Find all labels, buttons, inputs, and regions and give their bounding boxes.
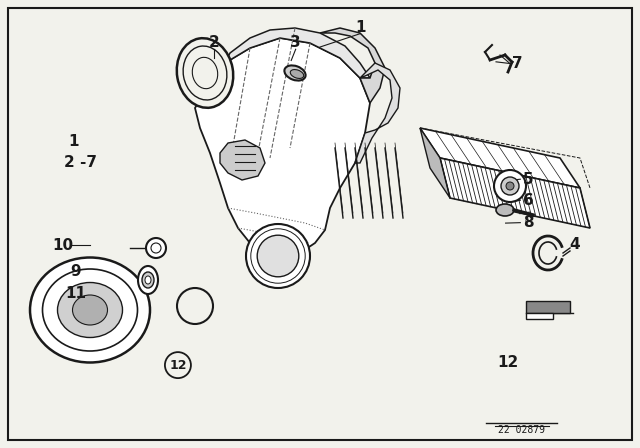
Polygon shape bbox=[526, 313, 553, 319]
Ellipse shape bbox=[138, 266, 158, 294]
Text: 10: 10 bbox=[52, 237, 74, 253]
Polygon shape bbox=[225, 28, 370, 78]
Ellipse shape bbox=[42, 269, 138, 351]
Text: 12: 12 bbox=[497, 355, 518, 370]
Polygon shape bbox=[195, 38, 370, 256]
Circle shape bbox=[146, 238, 166, 258]
Ellipse shape bbox=[291, 69, 304, 78]
Polygon shape bbox=[420, 128, 580, 188]
Ellipse shape bbox=[58, 283, 122, 337]
Ellipse shape bbox=[183, 46, 227, 100]
Text: 1: 1 bbox=[355, 20, 365, 35]
Text: 6: 6 bbox=[523, 193, 533, 208]
Text: 7: 7 bbox=[512, 56, 522, 71]
Polygon shape bbox=[526, 301, 570, 313]
Text: 4: 4 bbox=[570, 237, 580, 252]
Text: 2: 2 bbox=[209, 35, 220, 50]
Ellipse shape bbox=[30, 258, 150, 362]
Ellipse shape bbox=[142, 272, 154, 288]
Text: 5: 5 bbox=[523, 172, 533, 187]
Circle shape bbox=[151, 243, 161, 253]
Ellipse shape bbox=[192, 57, 218, 89]
Polygon shape bbox=[355, 63, 400, 163]
Ellipse shape bbox=[177, 38, 233, 108]
Ellipse shape bbox=[145, 276, 151, 284]
Text: 8: 8 bbox=[523, 215, 533, 230]
Text: 2 -7: 2 -7 bbox=[63, 155, 97, 170]
Polygon shape bbox=[440, 158, 590, 228]
Polygon shape bbox=[420, 128, 450, 198]
Circle shape bbox=[506, 182, 514, 190]
Text: 3: 3 bbox=[291, 35, 301, 50]
Text: 22 02879: 22 02879 bbox=[498, 425, 545, 435]
Circle shape bbox=[494, 170, 526, 202]
Ellipse shape bbox=[284, 65, 306, 81]
Text: 12: 12 bbox=[169, 358, 187, 372]
Polygon shape bbox=[220, 140, 265, 180]
Ellipse shape bbox=[496, 204, 514, 216]
Circle shape bbox=[246, 224, 310, 288]
Ellipse shape bbox=[72, 295, 108, 325]
Circle shape bbox=[257, 235, 299, 277]
Polygon shape bbox=[320, 28, 385, 103]
Circle shape bbox=[501, 177, 519, 195]
Text: 1: 1 bbox=[68, 134, 79, 149]
Text: 11: 11 bbox=[65, 286, 86, 301]
Text: 9: 9 bbox=[70, 263, 81, 279]
